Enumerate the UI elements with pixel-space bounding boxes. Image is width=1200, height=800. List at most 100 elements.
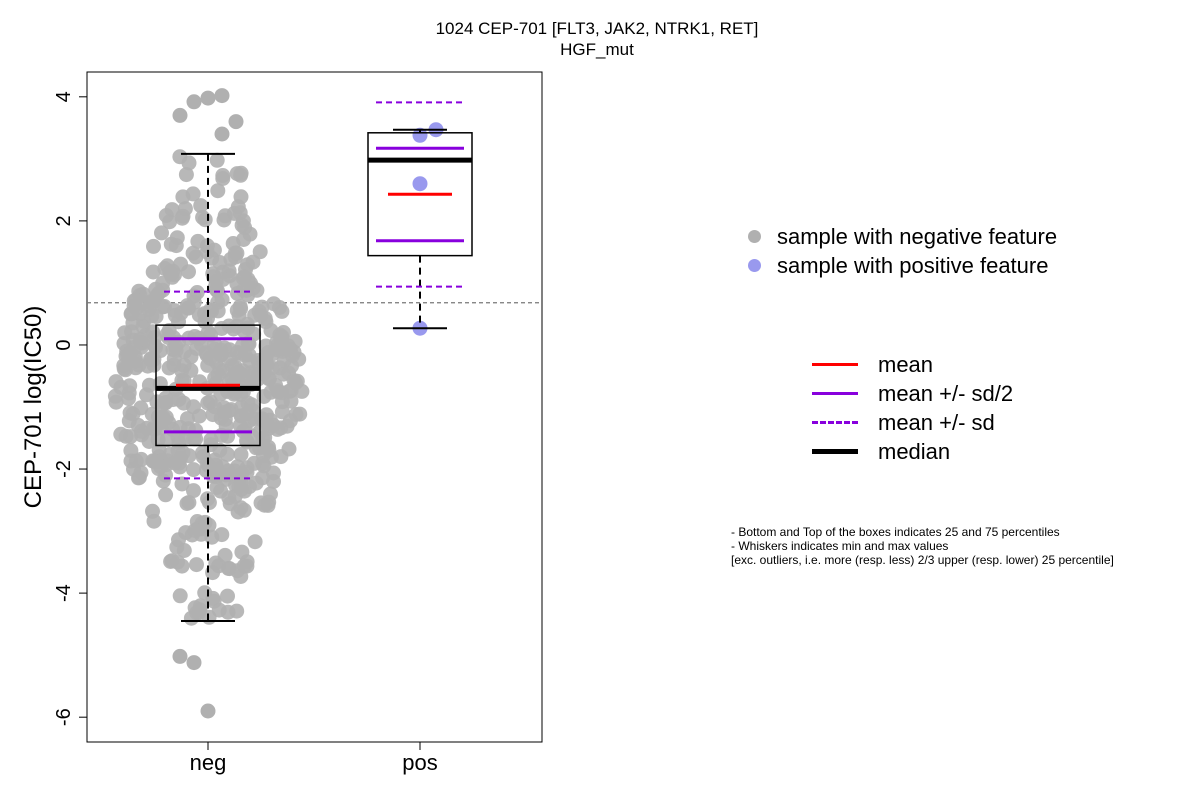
neg-sample-point (237, 422, 253, 438)
neg-sample-point (210, 367, 226, 383)
neg-sample-point (181, 495, 197, 510)
neg-sample-point (259, 357, 275, 373)
neg-sample-point (200, 310, 215, 326)
points-layer (87, 88, 542, 719)
neg-sample-point (154, 225, 169, 241)
neg-sample-point (178, 167, 194, 183)
neg-sample-point (240, 320, 256, 336)
neg-sample-point (172, 149, 188, 165)
neg-sample-point (273, 449, 289, 465)
legend-label: mean +/- sd (878, 409, 995, 435)
neg-sample-point (263, 486, 278, 502)
neg-sample-point (241, 479, 257, 495)
legend-label: sample with positive feature (777, 252, 1049, 278)
neg-sample-point (176, 395, 192, 411)
positive-dot-icon (748, 259, 761, 272)
neg-sample-point (203, 432, 219, 448)
plot-area-frame (86, 71, 543, 743)
neg-sample-point (181, 300, 196, 316)
neg-sample-point (217, 411, 233, 427)
neg-sample-point (273, 330, 289, 346)
pos-sample-point (412, 176, 428, 192)
iqr-box (155, 324, 261, 447)
neg-sample-point (215, 271, 231, 287)
legend-item-sd: mean +/- sd (812, 408, 1013, 437)
neg-sample-point (209, 479, 225, 495)
mean-line-icon (812, 363, 858, 366)
note-line: - Whiskers indicates min and max values (731, 539, 949, 553)
chart-notes: - Bottom and Top of the boxes indicates … (731, 525, 1114, 567)
neg-sample-point (229, 245, 245, 261)
neg-sample-point (122, 345, 138, 361)
neg-sample-point (229, 563, 245, 579)
neg-sample-point (148, 281, 164, 297)
neg-sample-point (187, 600, 203, 616)
neg-sample-point (217, 208, 233, 224)
neg-sample-point (256, 389, 272, 404)
x-tick-label: neg (190, 750, 227, 775)
legend-item-median: median (812, 437, 1013, 466)
iqr-box (367, 132, 473, 257)
neg-sample-point (133, 451, 149, 467)
neg-sample-point (189, 557, 204, 573)
neg-sample-point (158, 487, 174, 503)
neg-sample-point (220, 588, 235, 604)
neg-sample-point (172, 648, 188, 664)
neg-sample-point (254, 299, 270, 315)
neg-sample-point (253, 495, 269, 511)
neg-sample-point (202, 394, 218, 410)
neg-sample-point (276, 352, 292, 368)
lines-legend: mean mean +/- sd/2 mean +/- sd median (812, 350, 1013, 466)
neg-sample-point (228, 114, 244, 130)
neg-sample-point (175, 189, 191, 205)
neg-sample-point (191, 408, 207, 424)
neg-sample-point (145, 503, 160, 519)
neg-sample-point (161, 360, 177, 376)
neg-sample-point (209, 152, 225, 168)
pos-sample-point (412, 127, 428, 143)
neg-sample-point (233, 301, 249, 317)
neg-sample-point (210, 183, 226, 199)
legend-item-mean: mean (812, 350, 1013, 379)
y-tick-label: -2 (53, 460, 75, 478)
negative-dot-icon (748, 230, 761, 243)
neg-sample-point (172, 107, 188, 123)
neg-sample-point (171, 334, 186, 350)
neg-sample-point (217, 547, 233, 563)
legend-item-positive: sample with positive feature (748, 251, 1057, 280)
neg-sample-point (247, 534, 263, 550)
chart-title: 1024 CEP-701 [FLT3, JAK2, NTRK1, RET] (436, 19, 759, 38)
neg-sample-point (131, 357, 147, 373)
legend-label: sample with negative feature (777, 223, 1058, 249)
neg-sample-point (216, 400, 232, 416)
neg-sample-point (233, 447, 249, 462)
neg-sample-point (257, 310, 273, 326)
neg-sample-point (108, 374, 124, 390)
neg-sample-point (214, 126, 230, 142)
neg-sample-point (186, 94, 202, 110)
neg-sample-point (281, 383, 297, 399)
neg-sample-point (274, 404, 290, 420)
neg-sample-point (207, 452, 223, 468)
y-tick-label: 2 (53, 215, 75, 226)
neg-sample-point (222, 496, 238, 512)
neg-sample-point (186, 483, 201, 499)
neg-sample-point (252, 244, 268, 260)
neg-sample-point (170, 554, 185, 570)
neg-sample-point (168, 238, 184, 254)
neg-sample-point (186, 462, 201, 478)
x-tick-label: pos (402, 750, 437, 775)
y-axis-label: CEP-701 log(IC50) (20, 306, 47, 509)
neg-sample-point (201, 609, 217, 625)
neg-sample-point (167, 455, 183, 471)
neg-sample-point (172, 588, 188, 604)
neg-sample-point (215, 168, 231, 183)
neg-sample-point (261, 439, 276, 455)
neg-sample-point (202, 350, 218, 366)
neg-sample-point (269, 383, 285, 399)
neg-sample-point (158, 409, 174, 425)
neg-sample-point (220, 446, 235, 462)
neg-sample-point (161, 323, 177, 338)
neg-sample-point (214, 292, 230, 308)
